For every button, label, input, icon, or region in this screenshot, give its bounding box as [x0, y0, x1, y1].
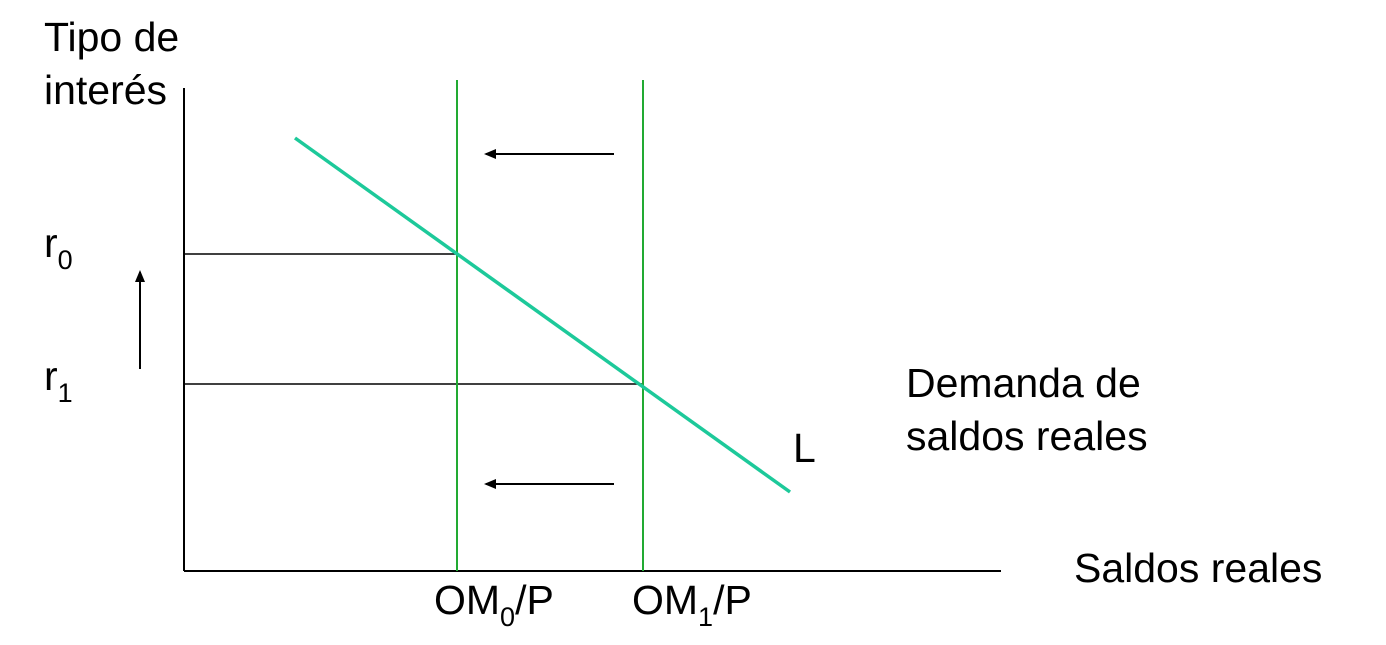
demand-caption-line2: saldos reales [906, 413, 1148, 459]
om0-subscript: 0 [500, 602, 516, 632]
demand-caption-line1: Demanda de [906, 360, 1141, 406]
om0-prefix: OM [434, 577, 501, 623]
om0-suffix: /P [515, 577, 554, 623]
y-axis-label-line2: interés [44, 67, 168, 113]
y-axis-label-line1: Tipo de [44, 14, 180, 60]
demand-curve-label: L [793, 425, 816, 471]
rate-label-r1: r1 [44, 353, 73, 408]
r1-base: r [44, 353, 58, 399]
r0-subscript: 0 [57, 245, 73, 275]
om1-prefix: OM [632, 577, 699, 623]
supply-label-om1: OM1/P [632, 577, 752, 632]
demand-curve-l [293, 136, 792, 494]
om1-suffix: /P [713, 577, 752, 623]
x-axis-label: Saldos reales [1074, 545, 1323, 591]
rate-label-r0: r0 [44, 220, 73, 275]
r0-base: r [44, 220, 58, 266]
supply-label-om0: OM0/P [434, 577, 554, 632]
om1-subscript: 1 [698, 602, 714, 632]
r1-subscript: 1 [57, 378, 73, 408]
